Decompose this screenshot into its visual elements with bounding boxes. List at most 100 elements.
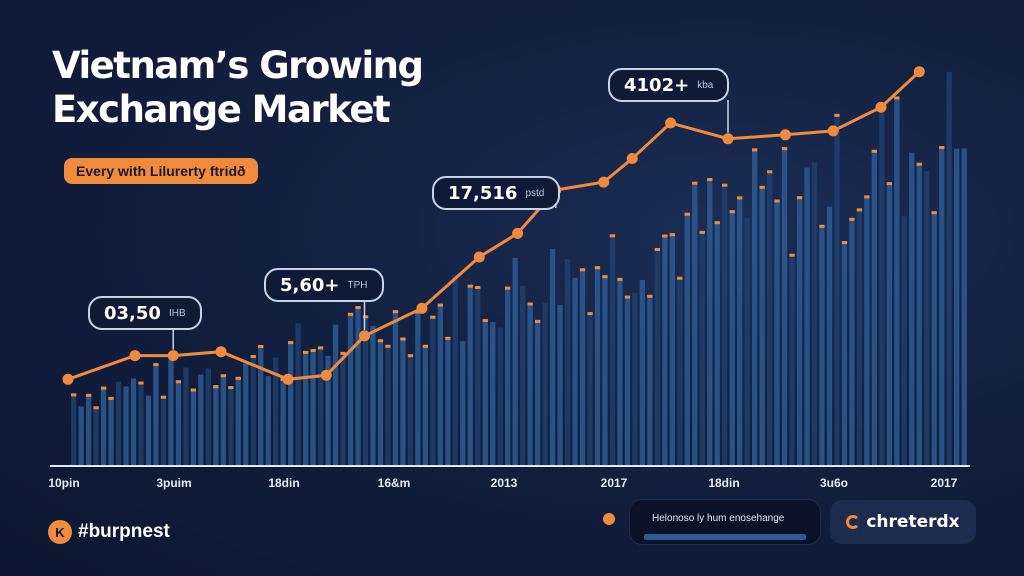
bar	[879, 112, 885, 466]
bar	[235, 376, 241, 466]
bar	[849, 217, 855, 466]
legend-dot-icon	[603, 513, 615, 525]
bar	[632, 293, 638, 466]
bar	[460, 341, 466, 466]
bar	[587, 312, 593, 466]
callout-unit: kba	[697, 79, 714, 91]
bar	[505, 286, 511, 466]
source-logo-icon	[846, 515, 861, 529]
bar	[108, 396, 114, 466]
bar-cap	[931, 211, 937, 215]
bar	[325, 355, 331, 466]
bar	[811, 162, 818, 467]
bar-cap	[579, 268, 586, 272]
bar-cap	[288, 341, 294, 345]
bar	[946, 72, 952, 466]
bar	[714, 221, 720, 466]
bar-cap	[849, 217, 855, 221]
trend-point	[416, 302, 428, 314]
bar	[475, 286, 481, 466]
bar	[707, 178, 713, 466]
bar	[722, 183, 728, 466]
bar	[677, 276, 683, 466]
bar-cap	[310, 349, 316, 352]
bar-cap	[93, 406, 99, 410]
bar	[130, 378, 137, 466]
chart-title: Vietnam’s Growing Exchange Market	[52, 44, 424, 132]
bar-cap	[729, 210, 735, 214]
bar	[954, 148, 960, 466]
info-panel: Helonoso ly hum enosehange	[630, 500, 820, 544]
bar	[168, 358, 174, 466]
bar-cap	[445, 336, 451, 340]
brand: K #burpnest	[48, 520, 170, 544]
bar	[347, 312, 354, 466]
bar-cap	[430, 315, 436, 319]
bar-cap	[624, 295, 631, 299]
bar	[826, 206, 833, 466]
bar	[93, 406, 99, 466]
bar-cap	[71, 393, 77, 397]
bar	[250, 355, 256, 466]
bar	[138, 381, 144, 466]
bar	[145, 395, 152, 466]
bar-cap	[774, 199, 780, 203]
bar	[512, 257, 518, 466]
bar	[205, 368, 211, 466]
bar	[86, 393, 92, 466]
bar-cap	[662, 234, 668, 238]
bar	[153, 363, 159, 466]
bar	[901, 216, 907, 466]
bar-cap	[258, 345, 264, 348]
bar	[841, 241, 848, 466]
bar-cap	[781, 147, 788, 151]
bar-cap	[467, 284, 473, 288]
bar	[579, 268, 586, 466]
bar-cap	[437, 303, 443, 307]
bar	[258, 345, 264, 466]
bar	[931, 211, 937, 466]
callout-unit: pstd	[525, 187, 545, 199]
bar-cap	[864, 195, 870, 199]
bar	[527, 302, 533, 466]
bar-cap	[699, 230, 705, 234]
source-badge[interactable]: chreterdx	[830, 500, 976, 544]
bar	[699, 230, 705, 466]
bar	[377, 339, 384, 466]
bar-cap	[138, 381, 144, 385]
bar-cap	[894, 96, 900, 100]
bar	[265, 376, 271, 466]
bar	[100, 386, 107, 466]
bar	[355, 306, 361, 466]
bar	[602, 275, 608, 466]
bar-cap	[422, 344, 428, 348]
bar-cap	[684, 212, 690, 216]
bar-cap	[871, 149, 877, 153]
bar-cap	[100, 386, 107, 390]
bar	[886, 182, 892, 466]
bar-cap	[916, 162, 922, 166]
bar	[624, 295, 631, 466]
bar-cap	[362, 315, 369, 319]
bar-cap	[796, 196, 803, 200]
bar-cap	[594, 266, 601, 270]
value-callout: 4102+ kba	[608, 68, 730, 102]
bar-cap	[841, 241, 848, 245]
bar	[71, 393, 77, 466]
info-panel-bar	[644, 534, 806, 540]
bar	[175, 380, 182, 466]
bar	[639, 280, 645, 466]
bar-cap	[407, 354, 414, 358]
bar	[909, 152, 915, 466]
x-tick-label: 18din	[268, 476, 300, 490]
bar-cap	[527, 302, 533, 306]
trend-point	[62, 373, 74, 385]
bar-cap	[752, 148, 758, 152]
bar	[78, 406, 84, 466]
bar	[482, 319, 488, 466]
bar	[542, 302, 548, 466]
bar	[280, 377, 286, 466]
bar-cap	[535, 319, 541, 323]
bar-cap	[602, 275, 608, 279]
bar-cap	[213, 385, 219, 389]
